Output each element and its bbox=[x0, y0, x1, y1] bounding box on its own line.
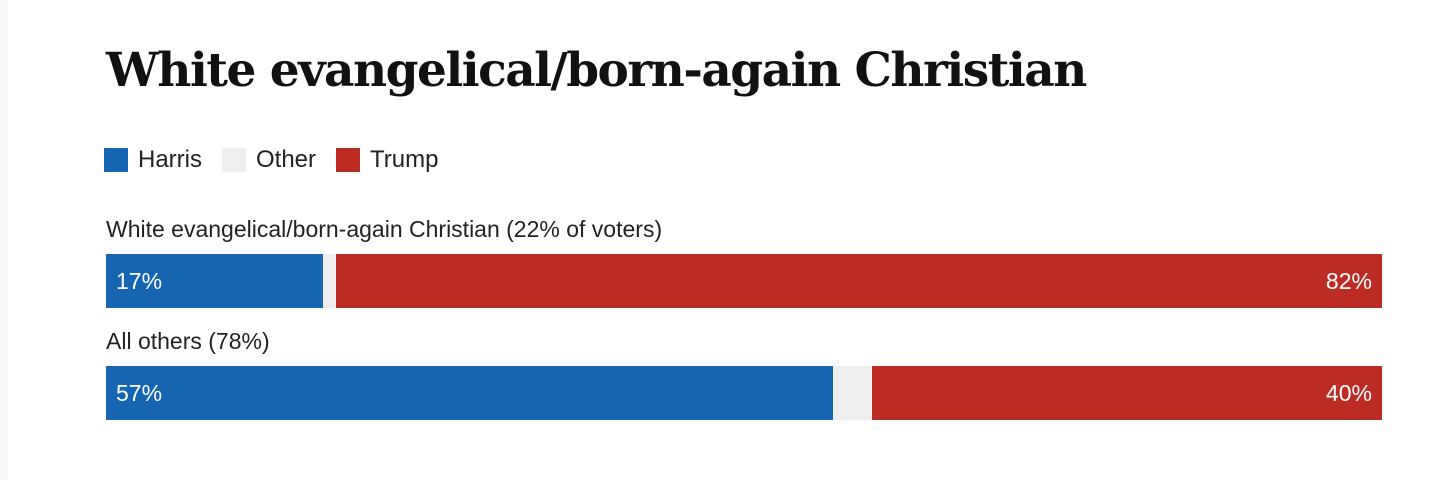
bar-segment-trump-all-others: 40% bbox=[871, 366, 1382, 420]
legend-item-trump: Trump bbox=[336, 146, 438, 174]
bar-row-evangelical: 17% 82% bbox=[106, 254, 1382, 308]
chart-title: White evangelical/born-again Christian bbox=[106, 43, 1087, 98]
legend-label-trump: Trump bbox=[370, 146, 439, 173]
bar-segment-harris-evangelical: 17% bbox=[106, 254, 323, 308]
legend-item-other: Other bbox=[222, 146, 316, 174]
legend-swatch-trump bbox=[336, 148, 361, 172]
legend-item-harris: Harris bbox=[104, 146, 202, 174]
left-edge-shade bbox=[0, 0, 8, 480]
legend-swatch-harris bbox=[104, 148, 128, 172]
legend-label-other: Other bbox=[256, 146, 317, 173]
group-label-evangelical: White evangelical/born-again Christian (… bbox=[106, 216, 663, 242]
bar-segment-trump-evangelical: 82% bbox=[335, 254, 1382, 308]
data-label-trump-evangelical: 82% bbox=[1325, 267, 1372, 294]
bar-row-all-others: 57% 40% bbox=[106, 366, 1382, 420]
data-label-trump-all-others: 40% bbox=[1325, 379, 1372, 406]
bar-segment-other-evangelical bbox=[322, 254, 336, 308]
bar-segment-other-all-others bbox=[833, 366, 872, 420]
legend: Harris Other Trump bbox=[104, 146, 458, 174]
data-label-harris-evangelical: 17% bbox=[116, 267, 163, 294]
legend-label-harris: Harris bbox=[138, 146, 202, 173]
data-label-harris-all-others: 57% bbox=[116, 379, 163, 406]
legend-swatch-other bbox=[222, 148, 246, 172]
bar-segment-harris-all-others: 57% bbox=[106, 366, 834, 420]
group-label-all-others: All others (78%) bbox=[106, 328, 270, 354]
